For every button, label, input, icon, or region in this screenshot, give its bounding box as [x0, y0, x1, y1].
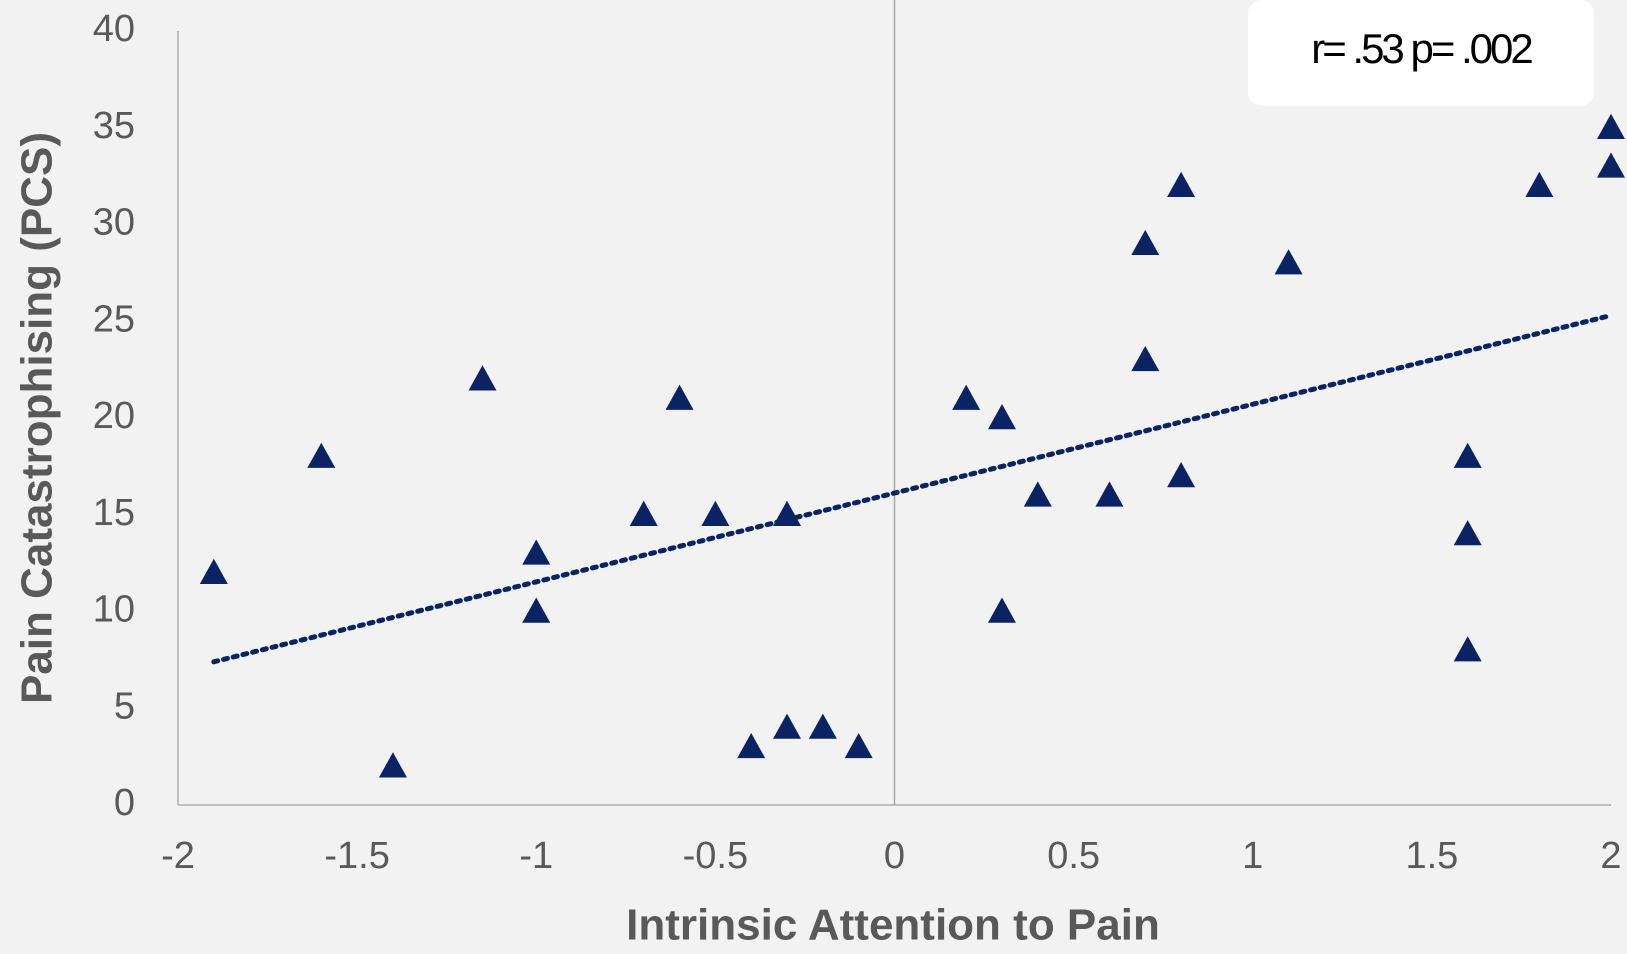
marker	[1131, 345, 1160, 372]
marker	[522, 539, 551, 565]
y-tick-label: 10	[93, 589, 135, 631]
marker	[1597, 113, 1625, 139]
x-tick-label: 0	[884, 835, 905, 877]
marker	[1131, 229, 1160, 256]
annotation-box	[1248, 0, 1594, 106]
marker	[629, 500, 658, 526]
marker	[773, 500, 802, 526]
annotation: r= .53 p= .002	[1311, 25, 1532, 72]
x-tick-label: -1.5	[324, 835, 389, 877]
marker	[844, 732, 873, 759]
marker	[307, 442, 336, 468]
marker	[665, 384, 694, 410]
y-tick-label: 20	[93, 395, 135, 437]
y-tick-label: 5	[114, 685, 135, 727]
marker	[1525, 171, 1554, 197]
marker	[1095, 481, 1124, 507]
marker	[1167, 462, 1196, 488]
x-axis-title: Intrinsic Attention to Pain	[626, 901, 1160, 950]
x-tick-label: 2	[1600, 835, 1621, 877]
x-tick-label: 1	[1242, 835, 1263, 877]
y-tick-label: 0	[114, 782, 135, 824]
y-tick-label: 30	[93, 202, 135, 244]
x-tick-label: 1.5	[1405, 835, 1458, 877]
marker	[1167, 171, 1196, 197]
marker	[1453, 442, 1482, 468]
marker	[1274, 249, 1303, 275]
marker	[1597, 152, 1625, 178]
marker	[701, 500, 730, 526]
x-tick-label: -2	[161, 835, 195, 877]
y-tick-label: 40	[93, 8, 135, 50]
trendline	[211, 312, 1614, 665]
marker	[468, 365, 497, 391]
x-tick-label: -0.5	[683, 835, 748, 877]
y-axis-title: Pain Catastrophising (PCS)	[13, 132, 62, 704]
marker	[987, 404, 1016, 430]
marker	[808, 713, 837, 739]
marker	[952, 384, 981, 410]
marker	[199, 558, 228, 584]
marker	[1023, 481, 1052, 507]
marker	[987, 597, 1016, 623]
x-tick-label: 0.5	[1047, 835, 1100, 877]
marker	[737, 732, 766, 759]
marker	[773, 713, 802, 739]
y-tick-label: 25	[93, 298, 135, 340]
x-tick-label: -1	[519, 835, 553, 877]
marker	[378, 752, 407, 778]
y-tick-label: 15	[93, 492, 135, 534]
marker	[1453, 636, 1482, 662]
marker	[522, 597, 551, 623]
marker	[1453, 520, 1482, 546]
y-tick-label: 35	[93, 105, 135, 147]
